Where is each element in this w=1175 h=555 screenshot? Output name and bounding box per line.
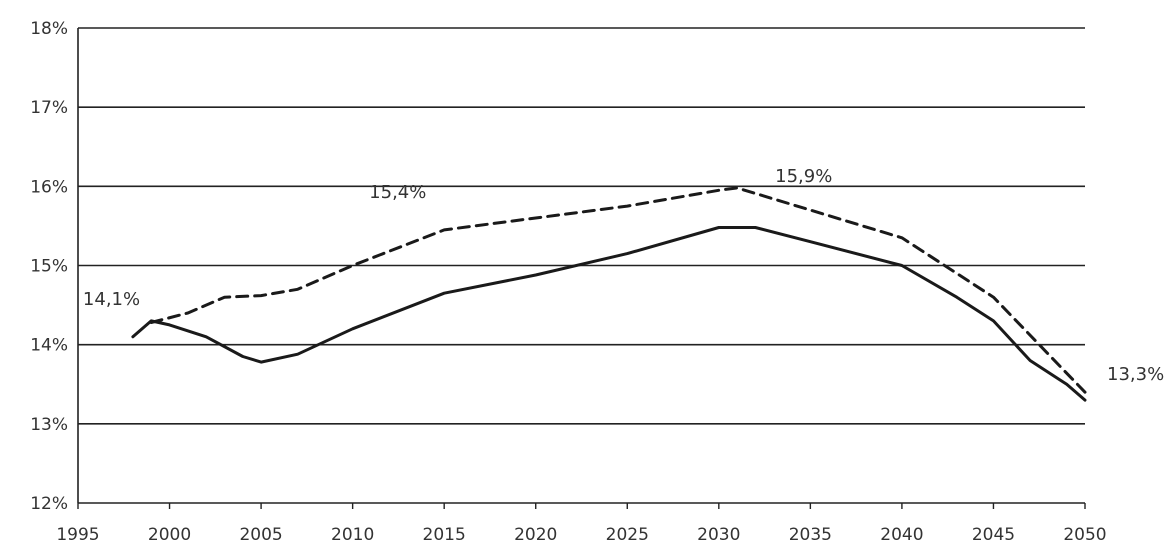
x-tick-label: 2005: [239, 525, 282, 545]
axis-layer: 12% 13% 14% 15% 16% 17% 18% 1995 2000 2005 2010 201…: [30, 19, 1106, 545]
data-label: 15,4%: [369, 182, 426, 203]
x-tick-label: 2045: [972, 525, 1015, 545]
series-line-dashed: [149, 186, 1087, 394]
data-label: 13,3%: [1107, 364, 1164, 385]
series-layer: [131, 186, 1087, 402]
y-tick-label: 14%: [30, 336, 68, 356]
x-tick-label: 2025: [606, 525, 649, 545]
grid-layer: [78, 27, 1085, 504]
y-tick-label: 17%: [30, 98, 68, 118]
x-tick-label: 2015: [423, 525, 466, 545]
x-tick-label: 2035: [789, 525, 832, 545]
y-tick-label: 16%: [30, 177, 68, 197]
x-tick-label: 2050: [1063, 525, 1106, 545]
y-tick-label: 15%: [30, 257, 68, 277]
data-label: 14,1%: [83, 289, 140, 310]
x-tick-label: 2030: [697, 525, 740, 545]
y-tick-label: 12%: [30, 494, 68, 514]
label-layer: 14,1% 15,4% 15,9% 13,3%: [83, 166, 1164, 385]
x-tick-label: 2040: [880, 525, 923, 545]
y-tick-label: 18%: [30, 19, 68, 39]
y-tick-label: 13%: [30, 415, 68, 435]
series-line-solid: [131, 226, 1087, 402]
x-tick-label: 1995: [56, 525, 99, 545]
data-label: 15,9%: [775, 166, 832, 187]
x-tick-label: 2020: [514, 525, 557, 545]
x-tick-label: 2010: [331, 525, 374, 545]
x-tick-label: 2000: [148, 525, 191, 545]
